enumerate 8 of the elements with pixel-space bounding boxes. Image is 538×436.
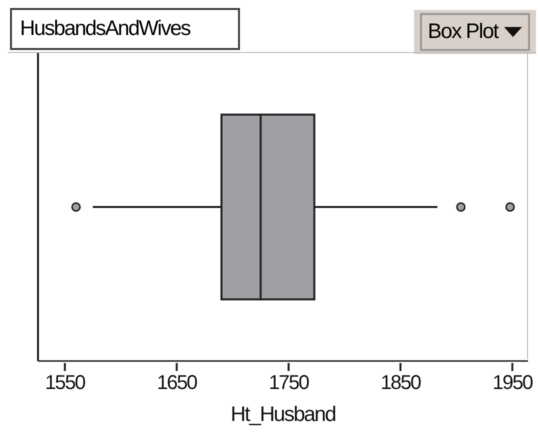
x-tick-label: 1650	[156, 372, 198, 394]
text: Box Plot	[428, 20, 498, 44]
x-tick-label: 1950	[492, 372, 534, 394]
x-tick-label: 1750	[268, 372, 310, 394]
chart-title: HusbandsAndWives	[10, 8, 240, 50]
x-axis-title: Ht_Husband	[230, 403, 336, 426]
x-tick-label: 1550	[45, 372, 86, 394]
x-tick-label: 1850	[380, 372, 422, 394]
